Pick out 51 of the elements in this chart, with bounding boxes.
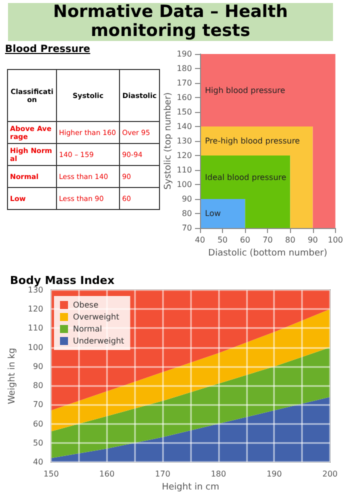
y-tick-label: 80: [182, 209, 192, 218]
y-tick-label: 50: [32, 438, 44, 448]
y-tick-label: 130: [176, 136, 192, 146]
x-tick-label: 80: [285, 236, 296, 244]
y-tick-label: 110: [176, 166, 192, 174]
x-tick-label: 90: [308, 236, 318, 244]
y-tick-label: 80: [32, 381, 44, 390]
y-tick-label: 70: [182, 224, 192, 232]
y-tick-label: 150: [176, 108, 192, 116]
legend-label: Obese: [73, 300, 98, 310]
y-tick-label: 60: [32, 419, 44, 428]
y-tick-label: 90: [182, 194, 192, 204]
y-tick-label: 190: [176, 50, 192, 58]
y-tick-label: 170: [176, 78, 192, 88]
text: Normative Data – Health monitoring tests: [8, 2, 333, 41]
x-tick-label: 60: [240, 236, 250, 244]
series-label: Pre-high blood pressure: [205, 136, 300, 146]
x-tick-label: 100: [328, 236, 344, 244]
y-tick-label: 140: [176, 122, 192, 131]
x-axis-title: Diastolic (bottom number): [208, 248, 328, 258]
x-tick-label: 40: [194, 236, 206, 244]
x-tick-label: 190: [266, 470, 282, 478]
y-tick-label: 120: [28, 304, 44, 314]
x-tick-label: 50: [217, 236, 228, 244]
y-tick-label: 70: [32, 400, 44, 410]
x-tick-label: 160: [99, 470, 115, 478]
y-tick-label: 130: [28, 286, 44, 294]
y-tick-label: 110: [28, 324, 44, 333]
y-axis-title: Weight in kg: [8, 348, 18, 404]
legend-label: Overweight: [73, 312, 120, 322]
legend-label: Normal: [73, 324, 102, 334]
x-tick-label: 70: [262, 236, 273, 244]
chart-title: Body Mass Index: [10, 274, 114, 287]
x-axis-title: Height in cm: [162, 482, 220, 492]
y-axis-title: Systolic (top number): [163, 92, 174, 190]
y-tick-label: 100: [176, 180, 192, 189]
y-tick-label: 90: [32, 362, 44, 371]
y-tick-label: 120: [176, 151, 192, 160]
legend-label: Underweight: [73, 336, 124, 346]
x-tick-label: 150: [44, 470, 59, 478]
series-label: Low: [205, 209, 222, 218]
x-tick-label: 180: [210, 470, 226, 478]
text: Blood Pressure: [5, 44, 90, 55]
y-tick-label: 40: [32, 458, 44, 466]
x-tick-label: 170: [155, 470, 170, 478]
x-tick-label: 200: [322, 470, 338, 478]
series-label: Ideal blood pressure: [205, 172, 286, 182]
series-label: High blood pressure: [205, 86, 286, 95]
y-tick-label: 160: [176, 93, 192, 102]
y-tick-label: 100: [28, 342, 44, 352]
y-tick-label: 180: [176, 64, 192, 73]
